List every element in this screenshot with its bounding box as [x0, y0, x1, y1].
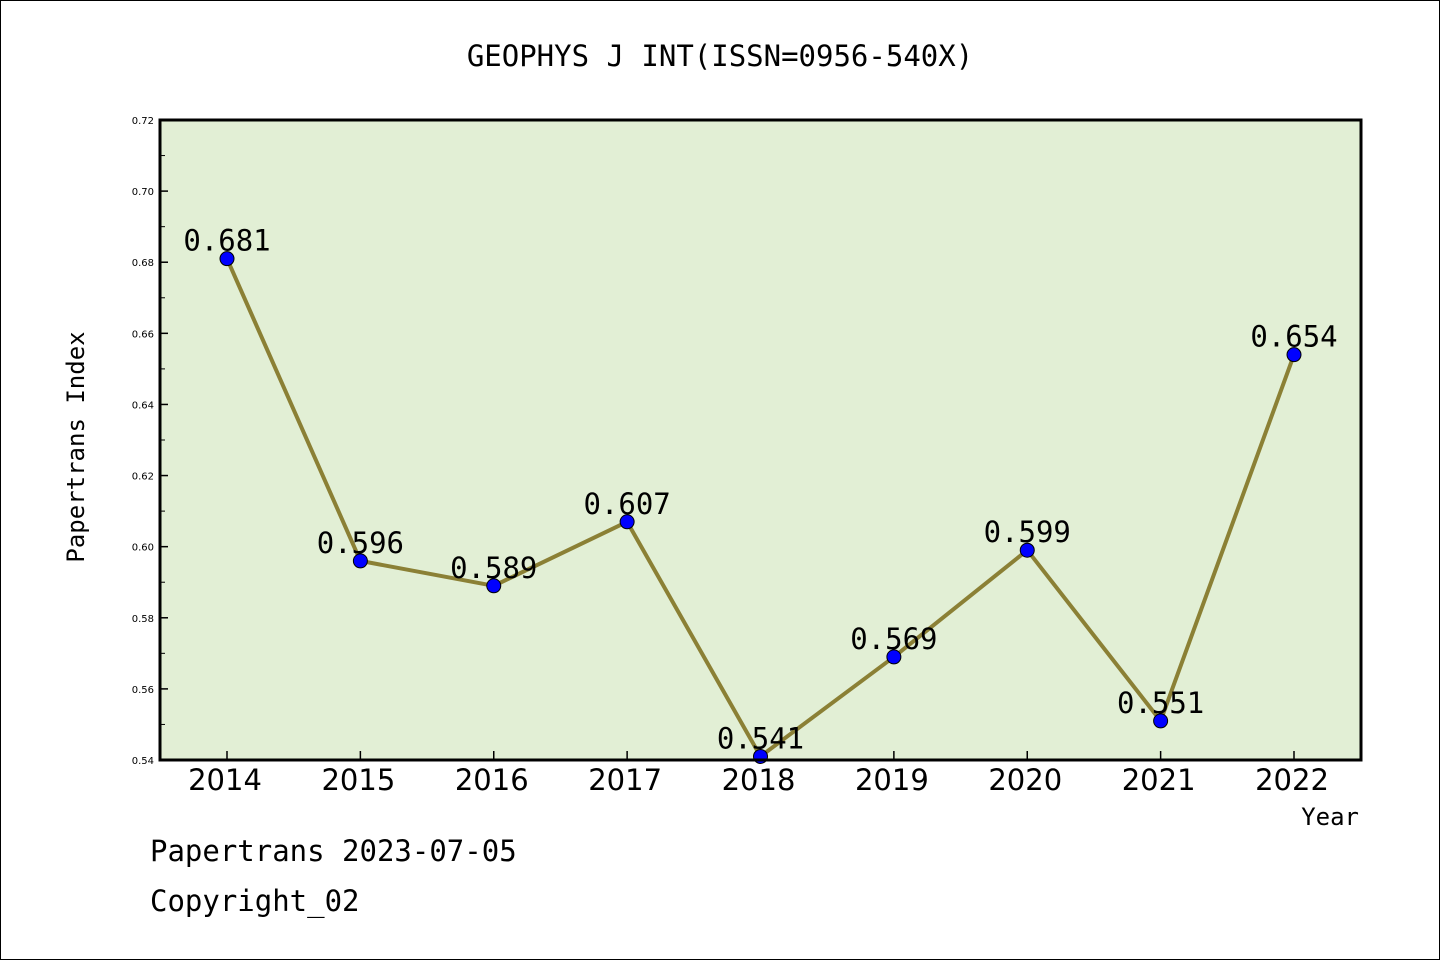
x-axis-label: Year	[1301, 803, 1359, 831]
y-tick-label: 0.66	[132, 329, 154, 340]
y-tick-label: 0.64	[132, 400, 154, 411]
x-axis: 2014 2015 2016 2017 2018 2019 2020 2021 2022	[188, 751, 1329, 797]
y-tick-label: 0.60	[132, 543, 154, 554]
data-label: 0.541	[717, 721, 804, 755]
data-label: 0.596	[317, 526, 404, 560]
x-tick-label: 2015	[321, 763, 395, 797]
data-point	[352, 553, 368, 569]
y-tick-label: 0.62	[132, 472, 154, 483]
data-point	[1019, 542, 1035, 558]
y-tick-label: 0.72	[132, 116, 154, 127]
y-tick-label: 0.54	[132, 756, 154, 767]
x-tick-label: 2018	[722, 763, 796, 797]
y-tick-label: 0.70	[132, 187, 154, 198]
y-tick-label: 0.68	[132, 258, 154, 269]
x-tick-label: 2021	[1122, 763, 1196, 797]
plot-area	[160, 120, 1361, 760]
footer-copyright: Copyright_02	[150, 884, 360, 918]
data-label: 0.681	[183, 224, 270, 258]
data-point	[886, 649, 902, 665]
data-labels: 0.681 0.596 0.589 0.607 0.541 0.569 0.599 0.551…	[183, 224, 1337, 756]
data-label: 0.551	[1117, 686, 1204, 720]
y-tick-label: 0.58	[132, 614, 154, 625]
data-point	[1286, 347, 1302, 363]
x-tick-label: 2016	[455, 763, 529, 797]
x-tick-label: 2020	[988, 763, 1062, 797]
x-tick-label: 2022	[1255, 763, 1329, 797]
y-axis-label: Papertrans Index	[62, 331, 90, 562]
data-label: 0.654	[1250, 320, 1337, 354]
data-point	[486, 578, 502, 594]
data-label: 0.589	[450, 551, 537, 585]
x-tick-label: 2017	[588, 763, 662, 797]
plot-border	[158, 118, 1363, 762]
data-point	[1153, 713, 1169, 729]
data-point	[619, 514, 635, 530]
x-tick-label: 2014	[188, 763, 262, 797]
data-label: 0.569	[850, 622, 937, 656]
data-label: 0.599	[984, 515, 1071, 549]
data-point	[219, 251, 235, 267]
footer-date: Papertrans 2023-07-05	[150, 834, 517, 868]
x-tick-label: 2019	[855, 763, 929, 797]
data-label: 0.607	[583, 487, 670, 521]
chart-title: GEOPHYS J INT(ISSN=0956-540X)	[467, 39, 973, 73]
y-tick-label: 0.56	[132, 685, 154, 696]
data-markers	[219, 251, 1302, 764]
